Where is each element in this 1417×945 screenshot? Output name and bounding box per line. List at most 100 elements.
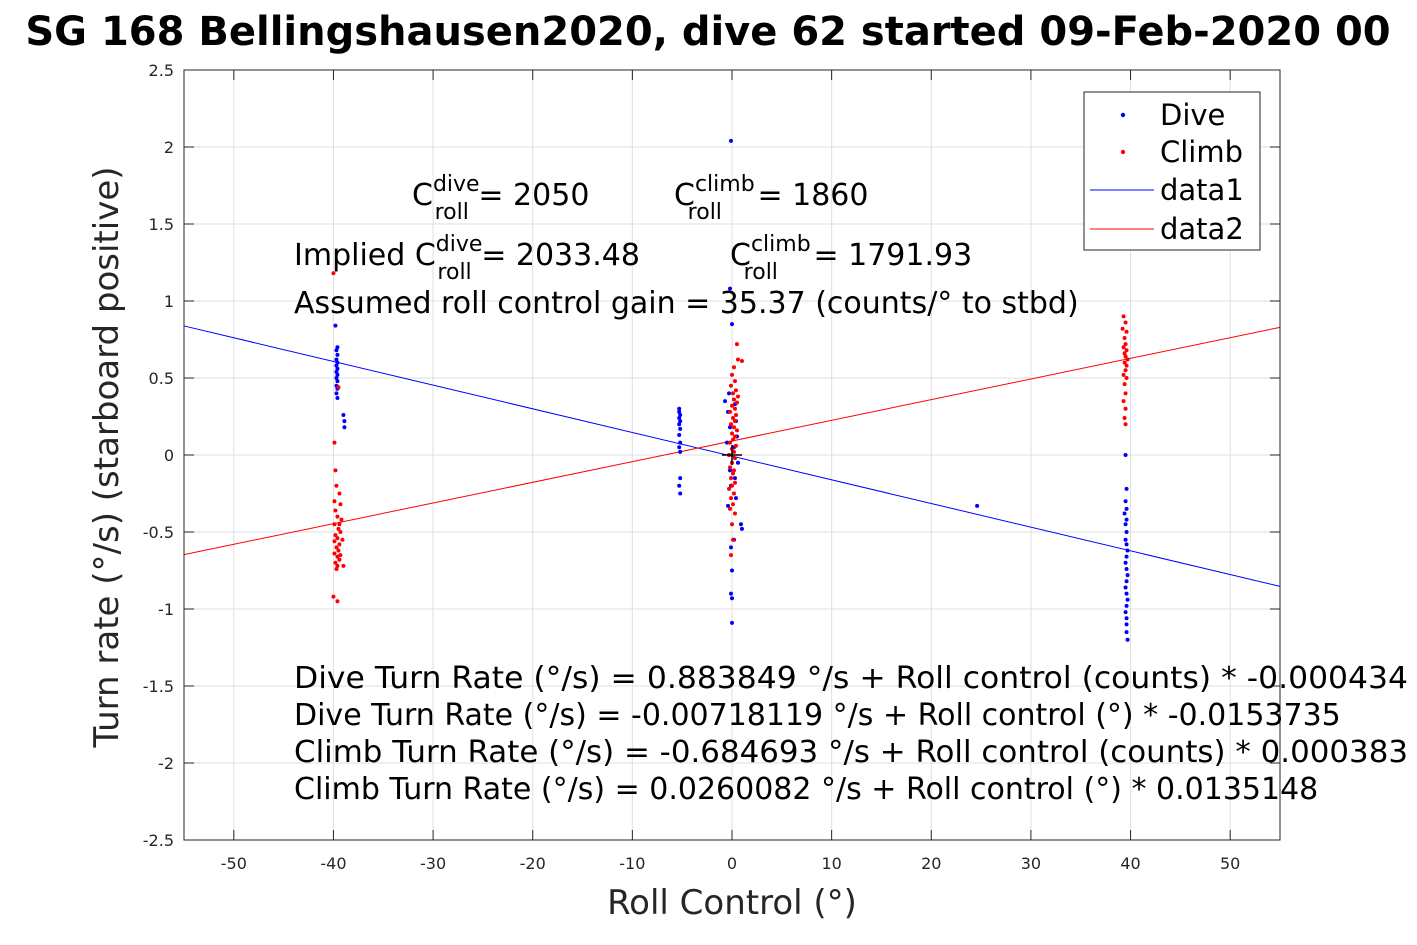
dive-point xyxy=(1124,622,1129,627)
dive-point xyxy=(677,483,682,488)
climb-point xyxy=(1124,348,1129,353)
climb-point xyxy=(335,536,340,541)
climb-point xyxy=(333,468,338,473)
climb-point xyxy=(732,379,737,384)
climb-point xyxy=(729,422,734,427)
climb-point xyxy=(333,560,338,565)
climb-point xyxy=(336,548,341,553)
x-tick-label: -10 xyxy=(619,854,645,873)
x-tick-label: 20 xyxy=(921,854,941,873)
dive-point xyxy=(678,412,683,417)
climb-point xyxy=(730,537,735,542)
legend-box xyxy=(1083,91,1261,251)
coefficient-annotations: Cdive roll = 2050 Cclimb roll = 1860 Impli… xyxy=(294,172,1408,807)
implied-climb-text: Cclimb roll = 1791.93 xyxy=(730,232,972,285)
climb-point xyxy=(1122,360,1127,365)
climb-point xyxy=(731,425,736,430)
dive-point xyxy=(730,322,734,327)
climb-point xyxy=(735,357,740,362)
dive-point xyxy=(733,496,738,501)
origin-marker xyxy=(722,445,742,465)
x-tick-label: 0 xyxy=(727,854,737,873)
climb-point xyxy=(728,409,733,414)
y-tick-label: 2 xyxy=(164,138,174,157)
dive-point xyxy=(678,476,683,481)
dive-point xyxy=(1123,585,1128,590)
dive-point xyxy=(1123,499,1128,504)
dive-point xyxy=(1124,554,1129,559)
dive-point xyxy=(1124,591,1129,596)
x-tick-label: 10 xyxy=(821,854,841,873)
climb-point xyxy=(333,508,338,513)
dive-point xyxy=(728,468,733,473)
dive-point xyxy=(334,348,339,353)
climb-point xyxy=(331,271,336,276)
y-axis-label: Turn rate (°/s) (starboard positive) xyxy=(87,166,127,748)
climb-point xyxy=(1121,345,1126,350)
climb-point xyxy=(337,491,342,496)
climb-point xyxy=(730,522,734,527)
dive-point xyxy=(342,425,347,430)
y-tick-label: -1.5 xyxy=(143,677,174,696)
dive-point xyxy=(334,357,339,362)
dive-point xyxy=(730,596,734,601)
y-tick-label: 2.5 xyxy=(149,61,174,80)
dive-point xyxy=(678,449,683,454)
climb-point xyxy=(732,419,737,424)
climb-point xyxy=(1123,342,1128,347)
dive-point xyxy=(729,591,734,596)
climb-point xyxy=(331,594,336,599)
dive-point xyxy=(677,409,682,414)
x-tick-label: 30 xyxy=(1021,854,1041,873)
legend: Dive Climb data1 data2 xyxy=(1083,91,1261,251)
climb-point xyxy=(334,566,339,571)
climb-point xyxy=(732,406,737,411)
dive-point xyxy=(677,406,682,411)
dive-point xyxy=(335,379,340,384)
climb-point xyxy=(335,514,340,519)
legend-climb-label: Climb xyxy=(1160,135,1243,169)
legend-dive-marker xyxy=(1120,112,1126,118)
dive-point xyxy=(1124,542,1129,547)
dive-point xyxy=(1123,522,1128,527)
climb-point xyxy=(334,545,339,550)
y-tick-label: -0.5 xyxy=(143,523,174,542)
climb-point xyxy=(739,359,744,364)
climb-point xyxy=(337,522,342,527)
dive-point xyxy=(334,363,339,368)
climb-point xyxy=(338,530,343,534)
dive-point xyxy=(335,396,340,401)
dive-point xyxy=(341,412,346,417)
dive-point xyxy=(1122,511,1127,516)
climb-point xyxy=(1123,391,1128,396)
dive-point xyxy=(738,522,743,527)
climb-point xyxy=(731,449,736,454)
y-tick-label: 0 xyxy=(164,446,174,465)
climb-point xyxy=(732,434,737,439)
climb-point xyxy=(339,517,344,522)
climb-point xyxy=(1123,368,1128,373)
climb-point xyxy=(730,483,734,488)
dive-point xyxy=(334,369,339,374)
dive-point xyxy=(729,138,734,143)
dive-point xyxy=(723,399,728,404)
climb-point xyxy=(1122,416,1127,421)
y-tick-label: -2 xyxy=(158,754,174,773)
legend-dive-label: Dive xyxy=(1160,98,1225,132)
climb-point xyxy=(733,412,738,417)
dive-point xyxy=(1125,637,1130,642)
climb-point xyxy=(332,499,337,504)
x-tick-label: -40 xyxy=(320,854,346,873)
dive-point xyxy=(1124,616,1129,621)
climb-point xyxy=(728,506,733,511)
dive-point xyxy=(678,440,683,445)
dive-point xyxy=(677,432,682,437)
climb-point xyxy=(1124,329,1129,334)
climb-point xyxy=(729,553,734,558)
dive-point xyxy=(735,460,740,465)
climb-point xyxy=(731,491,736,496)
climb-point xyxy=(728,465,733,470)
dive-point xyxy=(1124,566,1129,571)
dive-point xyxy=(335,372,340,377)
climb-point xyxy=(729,476,734,481)
